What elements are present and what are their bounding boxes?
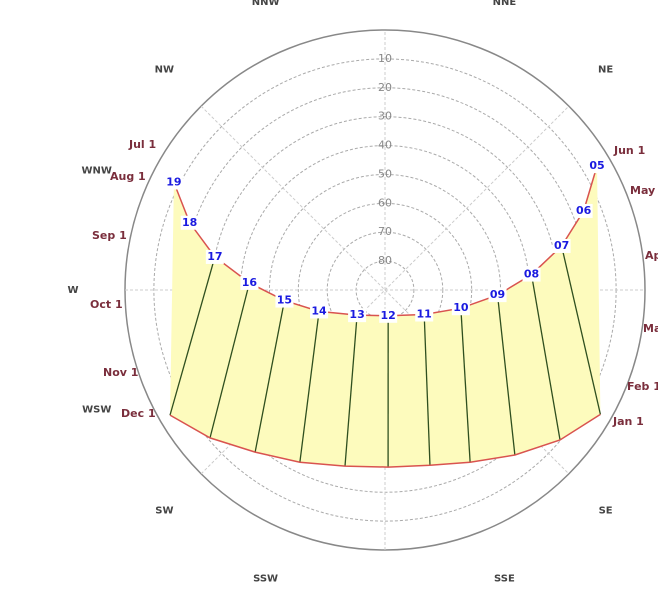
hour-label: 09 [490,288,505,301]
hour-label: 18 [182,216,197,229]
month-label: Jan 1 [612,415,644,428]
hour-label: 11 [417,307,432,320]
azimuth-line [200,105,570,475]
hour-label-bg [488,288,507,303]
hour-label-bg [164,175,183,190]
winter-path [169,413,601,468]
compass-label: W [67,285,78,296]
month-label: Mar 1 [643,322,658,335]
hour-line [530,274,561,441]
hour-line [496,295,516,456]
hour-label: 12 [381,309,396,322]
hour-label: 08 [524,268,539,281]
hour-line [560,245,602,415]
compass-label: NNE [493,0,517,8]
hour-line [299,311,320,463]
compass-label: SSE [494,573,515,584]
hour-label: 10 [453,301,469,314]
month-label: Feb 1 [627,380,658,393]
hour-label-bg [205,249,224,264]
hour-line [423,314,431,466]
hour-line [344,315,358,467]
hour-label: 06 [576,204,592,217]
hour-label-bg [180,215,199,230]
month-label: May 1 [630,184,658,197]
compass-label: NW [155,64,174,75]
compass-label: SE [599,506,613,517]
hour-line [460,308,471,463]
hour-label: 17 [207,250,222,263]
hour-label: 05 [589,159,604,172]
hour-label-bg [588,159,607,174]
month-label: Jul 1 [128,138,156,151]
hour-line [209,282,251,439]
hour-label-bg [522,267,541,282]
hour-label-bg [348,308,367,323]
ring-label: 70 [378,225,392,238]
month-label: Oct 1 [90,298,123,311]
ring-label: 30 [378,110,392,123]
hour-label: 15 [277,294,292,307]
ring-label: 40 [378,139,392,152]
month-label: Apr 1 [645,249,658,262]
month-label: Jun 1 [613,144,645,157]
compass-label: SSW [253,573,278,584]
hour-label: 16 [242,276,258,289]
hour-label-bg [451,301,470,316]
hour-label: 07 [554,239,569,252]
hour-label-bg [415,307,434,322]
compass-label: WNW [82,166,112,177]
hour-line [169,256,216,416]
sun-band: 05 06 07 08 09 10 11 12 13 14 15 16 17 18 19 [164,159,607,468]
month-label: Dec 1 [121,407,156,420]
hour-label: 19 [166,175,181,188]
month-label: Aug 1 [110,170,146,183]
hour-label-bg [379,308,398,323]
compass-label: NE [598,64,613,75]
compass-label: NNW [252,0,280,8]
compass-label: WSW [82,404,111,415]
ring-label: 80 [378,254,392,267]
hour-line [254,300,286,453]
hour-label: 14 [311,304,327,317]
hour-label-bg [275,293,294,308]
hour-label-bg [310,304,329,319]
hour-label-bg [552,238,571,253]
compass-label: SW [155,506,173,517]
hour-label-bg [240,275,259,290]
month-label: Sep 1 [92,229,127,242]
hour-label: 13 [349,308,364,321]
hour-label-bg [574,203,593,218]
month-label: Nov 1 [103,366,138,379]
